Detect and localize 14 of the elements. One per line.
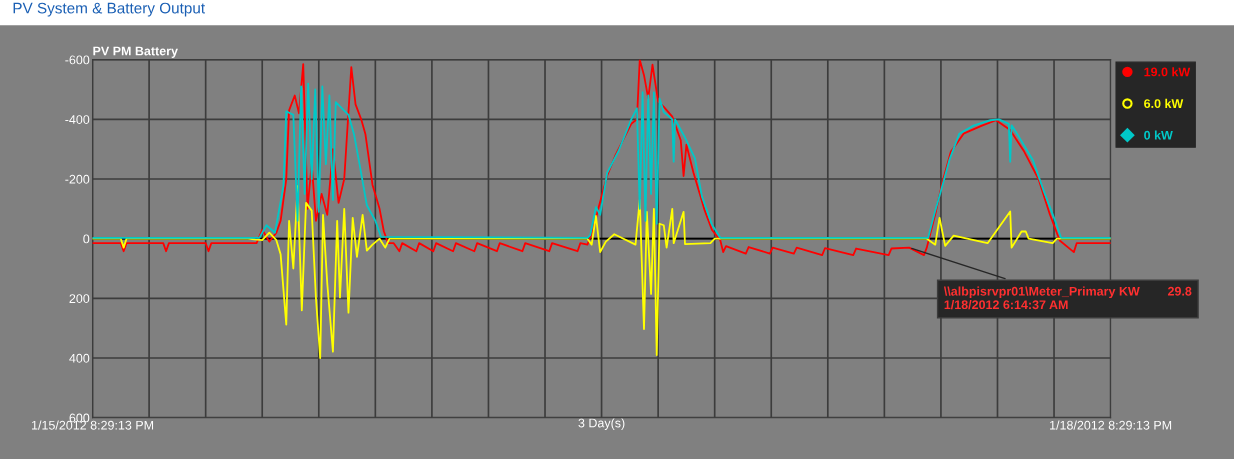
y-tick-label: -400 [65, 115, 90, 124]
legend-label: 19.0 kW [1144, 67, 1191, 77]
chart-title: PV System & Battery Output [13, 2, 205, 17]
legend-label: 0 kW [1144, 130, 1173, 140]
y-tick-label: -600 [65, 55, 90, 65]
legend-label: 6.0 kW [1144, 98, 1184, 108]
y-tick-label: 200 [69, 294, 90, 303]
x-tick-label: 1/18/2012 8:29:13 PM [1050, 420, 1172, 430]
x-axis-title: 3 Day(s) [578, 418, 625, 430]
annotation: \\albpisrvpr01\Meter_Primary KW 29.8 1/18/2012 6:14:37 AM [943, 286, 1192, 310]
y-tick-label: 0 [83, 234, 90, 244]
y-tick-label: 400 [69, 353, 90, 363]
chart-subtitle: PV PM Battery [93, 46, 178, 58]
y-tick-label: -200 [65, 174, 90, 184]
